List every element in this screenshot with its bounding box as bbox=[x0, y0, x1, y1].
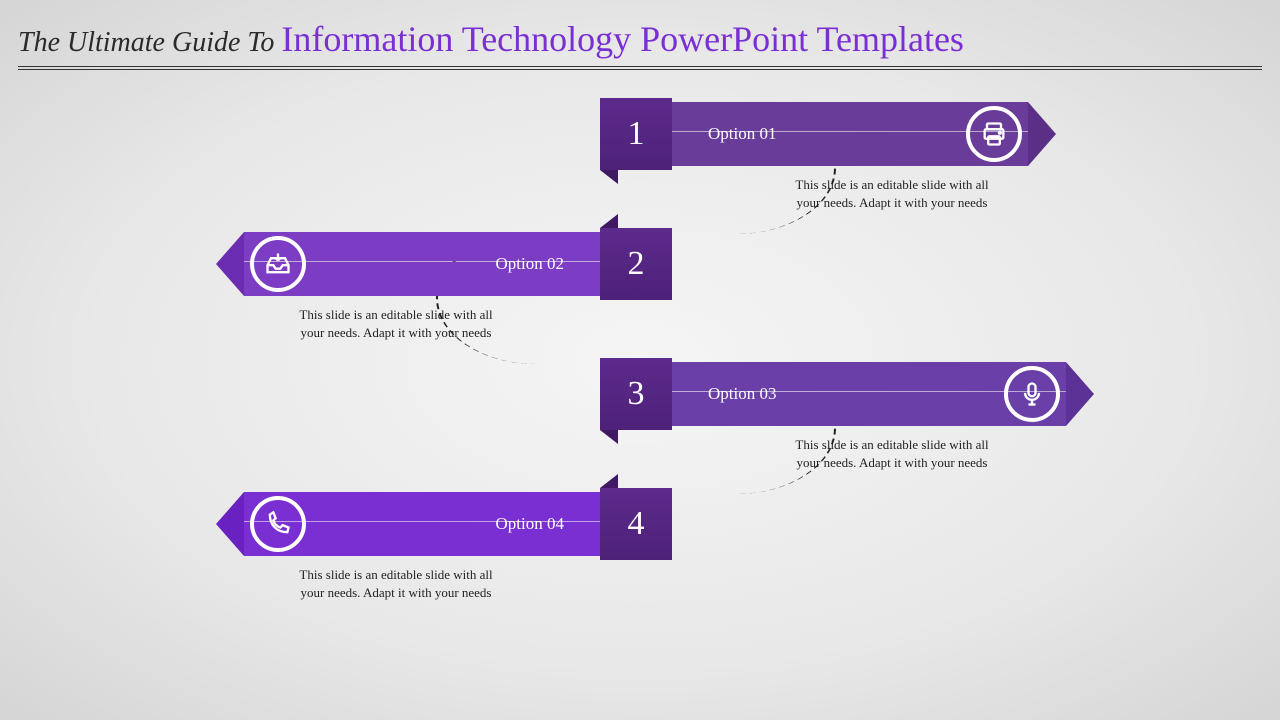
option-label-2: Option 02 bbox=[496, 254, 564, 274]
number-3: 3 bbox=[628, 375, 645, 413]
number-box-3: 3 bbox=[600, 358, 672, 430]
microphone-icon bbox=[1004, 366, 1060, 422]
number-box-1: 1 bbox=[600, 98, 672, 170]
phone-icon bbox=[250, 496, 306, 552]
inbox-download-icon bbox=[250, 236, 306, 292]
option-label-1: Option 01 bbox=[708, 124, 776, 144]
title-main: Information Technology PowerPoint Templa… bbox=[281, 19, 964, 59]
option-desc-2: This slide is an editable slide with all… bbox=[296, 306, 496, 342]
option-bar-3: Option 03 bbox=[648, 362, 1066, 426]
number-4: 4 bbox=[628, 505, 645, 543]
number-2: 2 bbox=[628, 245, 645, 283]
title-prefix: The Ultimate Guide To bbox=[18, 27, 281, 58]
number-box-4: 4 bbox=[600, 488, 672, 560]
diagram-stage: Option 01 This slide is an editable slid… bbox=[0, 80, 1280, 720]
number-1: 1 bbox=[628, 115, 645, 153]
title-underline bbox=[18, 66, 1262, 70]
slide-title: The Ultimate Guide To Information Techno… bbox=[18, 18, 1262, 70]
option-desc-4: This slide is an editable slide with all… bbox=[296, 566, 496, 602]
option-bar-2: Option 02 bbox=[244, 232, 624, 296]
option-label-4: Option 04 bbox=[496, 514, 564, 534]
option-bar-1: Option 01 bbox=[648, 102, 1028, 166]
option-bar-4: Option 04 bbox=[244, 492, 624, 556]
number-box-2: 2 bbox=[600, 228, 672, 300]
option-label-3: Option 03 bbox=[708, 384, 776, 404]
option-desc-1: This slide is an editable slide with all… bbox=[792, 176, 992, 212]
option-desc-3: This slide is an editable slide with all… bbox=[792, 436, 992, 472]
printer-icon bbox=[966, 106, 1022, 162]
